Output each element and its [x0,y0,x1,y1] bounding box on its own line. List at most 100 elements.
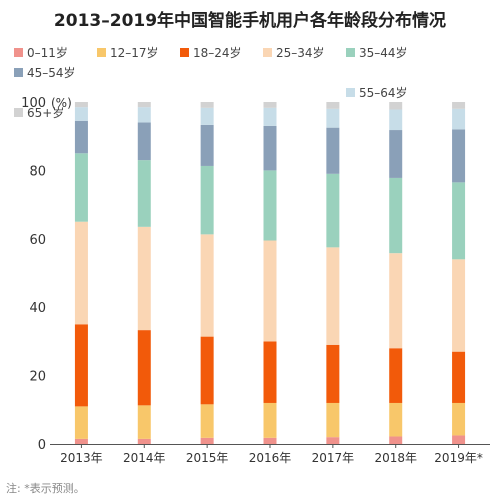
y-tick-label: 100 [21,96,46,111]
y-tick-label: 40 [29,301,46,316]
bar-segment-0-11 [389,436,403,444]
bar-segment-18-24 [389,348,403,403]
legend-label: 12–17岁 [110,45,159,60]
y-tick-label: 0 [38,438,46,453]
bar-segment-25-34 [200,234,214,337]
bar-stack-6 [452,102,466,444]
bar-segment-12-17 [200,404,214,438]
bar-segment-65+ [326,102,340,109]
bar-segment-35-44 [74,153,88,222]
bar-segment-35-44 [137,160,151,227]
bar-segment-45-54 [137,122,151,161]
bar-segment-65+ [389,102,403,110]
y-tick-label: 80 [29,164,46,179]
legend-label: 45–54岁 [27,65,76,80]
bar-segment-55-64 [137,107,151,123]
bar-segment-45-54 [74,120,88,154]
bar-segment-12-17 [137,405,151,439]
legend-swatch [14,47,23,57]
bar-stack-0 [74,102,88,444]
bar-segment-18-24 [326,344,340,403]
bar-segment-35-44 [200,165,214,235]
bar-stack-3 [263,102,277,444]
bar-segment-18-24 [200,336,214,405]
legend-label: 65+岁 [27,105,65,120]
legend-item-25-34: 25–34岁 [263,44,346,60]
bar-segment-65+ [137,102,151,108]
bar-segment-35-44 [389,177,403,254]
bar-segment-45-54 [263,125,277,171]
bar-segment-55-64 [74,107,88,121]
bar-segment-18-24 [452,351,466,403]
bar-segment-45-54 [200,124,214,166]
bar-segment-18-24 [263,341,277,403]
legend-label: 0–11岁 [27,45,68,60]
legend-swatch [346,47,355,57]
bar-segment-65+ [263,102,277,108]
legend: 0–11岁 12–17岁 18–24岁 25–34岁 35–44岁 45–54岁 55–64… [14,44,494,120]
legend-item-55-64: 55–64岁 [346,84,429,100]
x-tick-label: 2016年 [249,451,292,465]
x-tick-label: 2014年 [123,451,166,465]
bar-segment-55-64 [200,107,214,125]
legend-item-12-17: 12–17岁 [97,44,180,60]
bar-stack-1 [137,102,151,444]
chart-title: 2013–2019年中国智能手机用户各年龄段分布情况 [53,11,447,31]
bar-segment-45-54 [389,130,403,178]
bar-segment-0-11 [263,437,277,444]
bar-segment-55-64 [389,109,403,131]
bar-segment-65+ [452,102,466,109]
bar-stack-5 [389,102,403,444]
bar-stack-4 [326,102,340,444]
legend-swatch [180,47,189,57]
legend-item-35-44: 35–44岁 [346,44,429,60]
bar-segment-25-34 [74,221,88,325]
bar-segment-12-17 [263,402,277,438]
bar-segment-55-64 [326,108,340,128]
legend-item-18-24: 18–24岁 [180,44,263,60]
bar-segment-25-34 [389,253,403,349]
legend-label: 35–44岁 [359,45,408,60]
bar-segment-0-11 [200,437,214,444]
legend-swatch [14,67,23,77]
bar-segment-55-64 [263,107,277,126]
bar-segment-12-17 [326,402,340,438]
bar-segment-0-11 [137,438,151,444]
bar-segment-35-44 [326,173,340,248]
bar-segment-25-34 [263,240,277,342]
bar-segment-12-17 [389,402,403,437]
bar-stack-2 [200,102,214,444]
bar-segment-25-34 [326,247,340,345]
legend-label: 55–64岁 [359,85,408,100]
legend-label: 25–34岁 [276,45,325,60]
bar-segment-55-64 [452,108,466,130]
bar-segment-45-54 [326,127,340,174]
legend-item-45-54: 45–54岁 [14,64,97,80]
legend-swatch [263,47,272,57]
legend-item-0-11: 0–11岁 [14,44,97,60]
y-tick-label: 20 [29,370,46,385]
legend-swatch [346,87,355,97]
x-tick-label: 2019年* [434,451,483,465]
bar-segment-12-17 [74,406,88,439]
bar-segment-0-11 [326,437,340,444]
bar-segment-65+ [200,102,214,108]
bar-segment-35-44 [263,170,277,241]
bar-segment-25-34 [137,226,151,331]
y-tick-label: 60 [29,233,46,248]
footnote: 注: *表示预测。 [6,482,85,495]
x-tick-label: 2018年 [374,451,417,465]
legend-swatch [97,47,106,57]
bar-segment-65+ [74,102,88,108]
bar-segment-0-11 [74,438,88,444]
legend-item-65+: 65+岁 [14,104,97,120]
bar-segment-25-34 [452,259,466,352]
x-tick-label: 2015年 [186,451,229,465]
bar-segment-0-11 [452,435,466,444]
x-tick-label: 2017年 [312,451,355,465]
bar-segment-12-17 [452,402,466,436]
y-unit-label: (%) [51,96,72,110]
bar-segment-18-24 [137,330,151,406]
